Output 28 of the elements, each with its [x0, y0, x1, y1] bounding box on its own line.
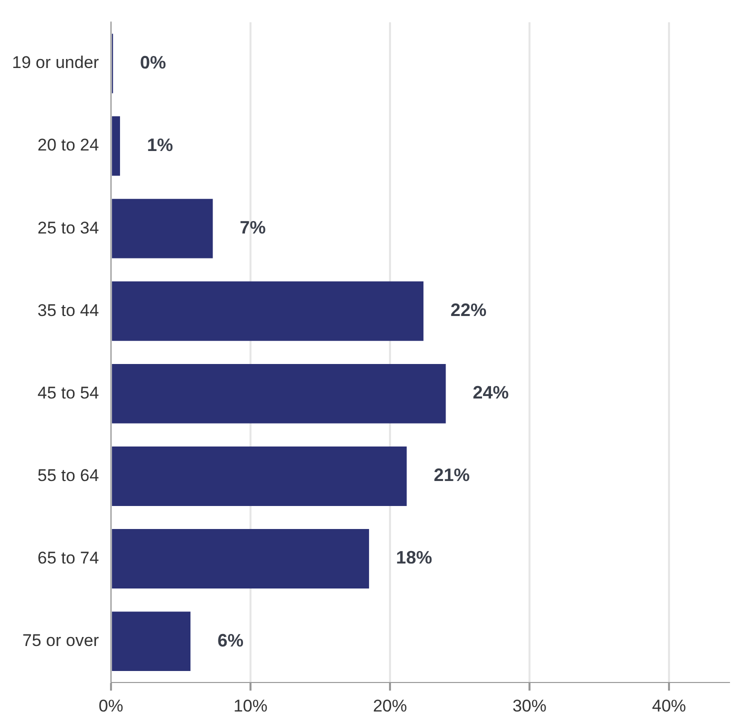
bar — [112, 364, 446, 424]
x-tick-label: 0% — [98, 696, 124, 716]
data-label: 1% — [147, 134, 174, 155]
y-tick-label: 35 to 44 — [38, 300, 99, 320]
data-label: 0% — [140, 52, 166, 72]
x-tick-label: 30% — [512, 696, 547, 716]
y-tick-label: 45 to 54 — [38, 383, 99, 402]
bar — [112, 612, 190, 672]
y-tick-label: 20 to 24 — [38, 136, 99, 155]
bar — [112, 198, 213, 258]
data-label: 18% — [396, 548, 432, 568]
y-tick-label: 55 to 64 — [38, 466, 99, 485]
y-tick-label: 75 or over — [22, 631, 100, 650]
data-label: 6% — [217, 630, 244, 650]
bar — [112, 281, 424, 341]
data-label: 24% — [472, 382, 509, 403]
x-tick-label: 20% — [372, 696, 407, 716]
y-tick-label: 65 to 74 — [38, 548, 99, 568]
data-label: 7% — [240, 218, 266, 238]
y-tick-label: 19 or under — [12, 53, 100, 72]
y-tick-label: 25 to 34 — [38, 218, 99, 238]
bar — [112, 446, 407, 506]
data-label: 21% — [434, 465, 470, 486]
bar — [112, 529, 370, 588]
bar — [112, 116, 120, 176]
x-tick-label: 10% — [233, 696, 268, 716]
data-label: 22% — [450, 300, 486, 320]
x-tick-label: 40% — [652, 696, 686, 716]
